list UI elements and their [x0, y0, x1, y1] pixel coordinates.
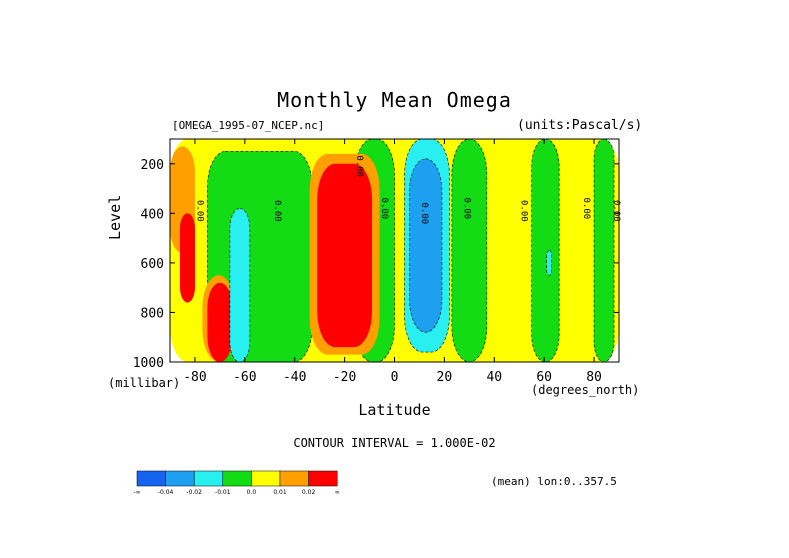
contour-region	[451, 138, 488, 363]
x-axis-title: Latitude	[358, 401, 431, 419]
colorbar-label: 0.0	[247, 489, 257, 496]
colorbar-swatch	[193, 470, 224, 487]
x-tick-label: -40	[283, 370, 306, 385]
y-axis: 200 400 600 800 1000	[133, 158, 619, 371]
contour-label: 0.00	[611, 200, 621, 222]
x-tick-label: 80	[586, 370, 602, 385]
contour-label: 0.00	[419, 202, 429, 224]
y-tick-label: 200	[141, 158, 164, 173]
contour-labels: 0.00 0.00 0.00 0.00 0.00 0.00 0.00 0.00 0.00	[194, 155, 621, 224]
colorbar-label: 0.02	[302, 489, 316, 496]
colorbar-swatch	[165, 470, 195, 487]
colorbar-label: -0.02	[186, 489, 202, 496]
x-tick-label: 0	[391, 370, 399, 385]
y-tick-label: 400	[141, 207, 164, 222]
x-axis: -80 -60 -40 -20 0 20 40 60 80	[183, 139, 602, 385]
contour-region	[179, 213, 195, 303]
contour-region	[546, 250, 552, 276]
y-tick-label: 800	[141, 306, 164, 321]
colorbar-swatch	[222, 470, 252, 487]
contour-label: 0.00	[379, 198, 389, 220]
x-tick-label: -80	[183, 370, 206, 385]
colorbar-label: 0.01	[273, 489, 287, 496]
colorbar-label: -∞	[133, 489, 140, 496]
contour-label: 0.00	[354, 155, 364, 177]
contour-region	[207, 282, 233, 362]
contour-label: 0.00	[519, 200, 529, 222]
x-tick-label: 40	[486, 370, 502, 385]
contour-region	[317, 163, 373, 348]
colorbar-swatch	[279, 470, 309, 487]
contour-label: 0.00	[581, 198, 591, 220]
mean-note: (mean) lon:0..357.5	[491, 475, 617, 488]
contour-label: 0.00	[461, 198, 471, 220]
contour-label: 0.00	[272, 200, 282, 222]
contour-region	[593, 138, 615, 363]
colorbar-label: -0.04	[158, 489, 174, 496]
y-tick-label: 600	[141, 257, 164, 272]
colorbar: -∞ -0.04 -0.02 -0.01 0.0 0.01 0.02 ∞	[133, 470, 340, 496]
contour-region	[229, 208, 251, 363]
contour-region	[531, 138, 560, 363]
plot-area	[170, 138, 619, 363]
file-label: [OMEGA_1995-07_NCEP.nc]	[172, 119, 325, 132]
colorbar-swatch	[308, 470, 338, 487]
x-tick-label: -20	[333, 370, 356, 385]
chart-title: Monthly Mean Omega	[277, 88, 512, 112]
x-tick-label: 20	[437, 370, 453, 385]
colorbar-swatch	[251, 470, 281, 487]
x-axis-unit: (degrees_north)	[531, 383, 640, 397]
x-tick-label: 60	[536, 370, 552, 385]
units-label: (units:Pascal/s)	[517, 118, 643, 133]
contour-interval-note: CONTOUR INTERVAL = 1.000E-02	[293, 436, 496, 450]
y-tick-label: 1000	[133, 356, 164, 371]
y-axis-unit: (millibar)	[108, 376, 181, 390]
colorbar-swatch	[136, 470, 166, 487]
colorbar-label: -0.01	[215, 489, 231, 496]
contour-label: 0.00	[194, 200, 204, 222]
contour-region	[409, 158, 443, 333]
y-axis-title: Level	[106, 194, 124, 240]
colorbar-label: ∞	[335, 489, 340, 496]
x-tick-label: -60	[233, 370, 256, 385]
